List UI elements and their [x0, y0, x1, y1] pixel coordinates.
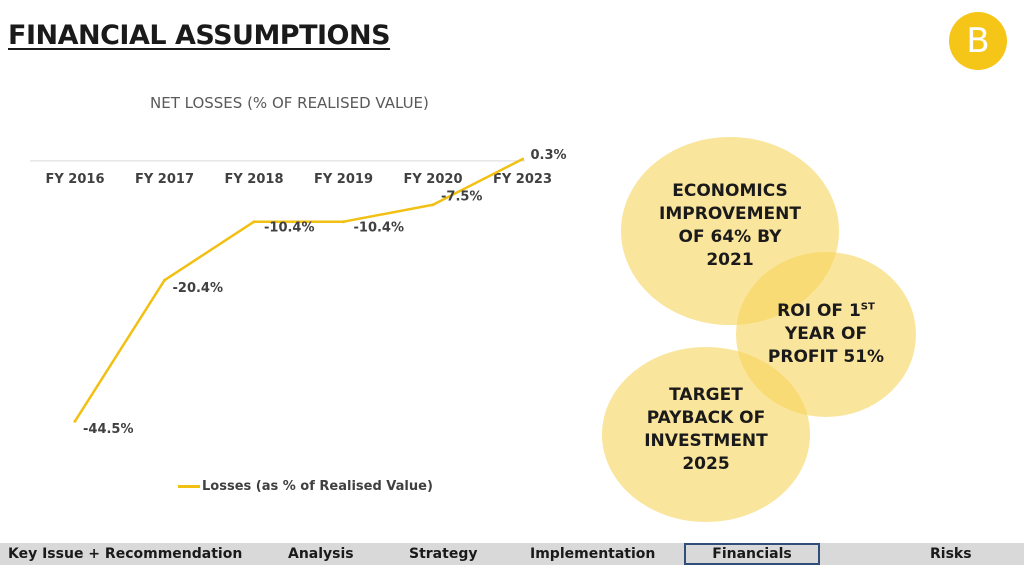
nav-item-risks[interactable]: Risks	[930, 546, 972, 562]
data-label: 0.3%	[531, 148, 567, 163]
chart-title: NET LOSSES (% OF REALISED VALUE)	[150, 94, 429, 112]
economics-improvement-text: ECONOMICS IMPROVEMENT OF 64% BY 2021	[659, 181, 801, 270]
nav-item-implementation[interactable]: Implementation	[530, 546, 656, 562]
economics-improvement-circle: ECONOMICS IMPROVEMENT OF 64% BY 2021	[621, 137, 839, 325]
legend-label: Losses (as % of Realised Value)	[202, 478, 433, 494]
page-title: FINANCIAL ASSUMPTIONS	[8, 20, 391, 51]
x-tick-label: FY 2016	[45, 172, 104, 187]
series-line	[73, 157, 524, 422]
data-label: -7.5%	[441, 190, 482, 205]
x-tick-label: FY 2023	[493, 172, 552, 187]
data-label: -10.4%	[354, 221, 405, 236]
data-point	[163, 278, 166, 282]
roi-text: ROI OF 1ST YEAR OF PROFIT 51%	[761, 300, 891, 369]
losses-line-chart: FY 2016 FY 2017 FY 2018 FY 2019 FY 2020 FY 20…	[30, 148, 567, 437]
brand-logo-icon: B	[949, 12, 1007, 70]
x-tick-label: FY 2018	[224, 172, 283, 187]
nav-item-strategy[interactable]: Strategy	[409, 546, 478, 562]
data-point	[431, 203, 435, 207]
x-tick-label: FY 2020	[403, 172, 462, 187]
roi-text-line2: YEAR OF PROFIT 51%	[767, 324, 885, 367]
payback-text: TARGET PAYBACK OF INVESTMENT 2025	[644, 384, 768, 474]
chart-legend: Losses (as % of Realised Value)	[178, 477, 433, 495]
nav-item-analysis[interactable]: Analysis	[288, 546, 354, 562]
data-point	[73, 419, 77, 423]
data-label: -44.5%	[83, 422, 134, 437]
x-tick-label: FY 2017	[135, 172, 194, 187]
data-point	[521, 157, 524, 161]
data-label: -10.4%	[264, 221, 315, 236]
x-tick-label: FY 2019	[314, 172, 373, 187]
nav-item-key-issue[interactable]: Key Issue + Recommendation	[8, 546, 243, 562]
legend-swatch	[178, 484, 200, 488]
roi-text-superscript: ST	[860, 301, 875, 313]
bottom-nav-bar: Key Issue + Recommendation Analysis Stra…	[0, 543, 1024, 565]
data-label: -20.4%	[173, 281, 224, 296]
nav-item-financials[interactable]: Financials	[684, 543, 820, 565]
roi-text-line1: ROI OF 1	[777, 301, 861, 321]
payback-circle: TARGET PAYBACK OF INVESTMENT 2025	[602, 347, 810, 522]
data-point	[342, 220, 345, 224]
data-point	[252, 220, 256, 224]
